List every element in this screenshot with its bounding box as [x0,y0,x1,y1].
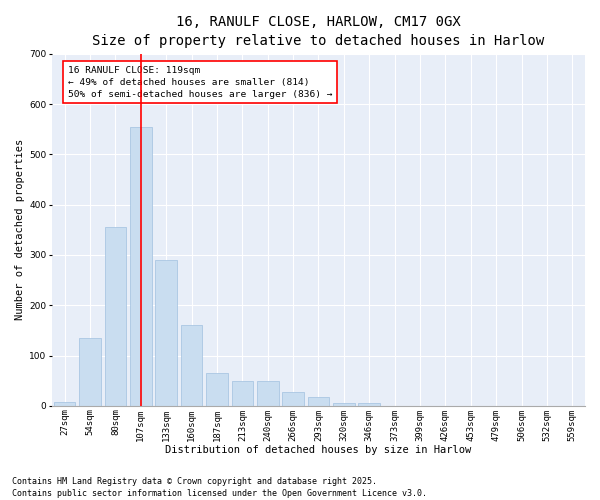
Bar [257,380,278,406]
Bar [358,404,380,406]
Title: 16, RANULF CLOSE, HARLOW, CM17 0GX
Size of property relative to detached houses : 16, RANULF CLOSE, HARLOW, CM17 0GX Size … [92,15,545,48]
X-axis label: Distribution of detached houses by size in Harlow: Distribution of detached houses by size … [166,445,472,455]
Bar [155,260,177,406]
Bar [181,326,202,406]
Bar [54,402,76,406]
Text: Contains HM Land Registry data © Crown copyright and database right 2025.
Contai: Contains HM Land Registry data © Crown c… [12,476,427,498]
Y-axis label: Number of detached properties: Number of detached properties [15,139,25,320]
Bar [206,373,228,406]
Text: 16 RANULF CLOSE: 119sqm
← 49% of detached houses are smaller (814)
50% of semi-d: 16 RANULF CLOSE: 119sqm ← 49% of detache… [68,66,332,99]
Bar [232,380,253,406]
Bar [333,404,355,406]
Bar [79,338,101,406]
Bar [104,228,126,406]
Bar [283,392,304,406]
Bar [130,126,152,406]
Bar [308,397,329,406]
